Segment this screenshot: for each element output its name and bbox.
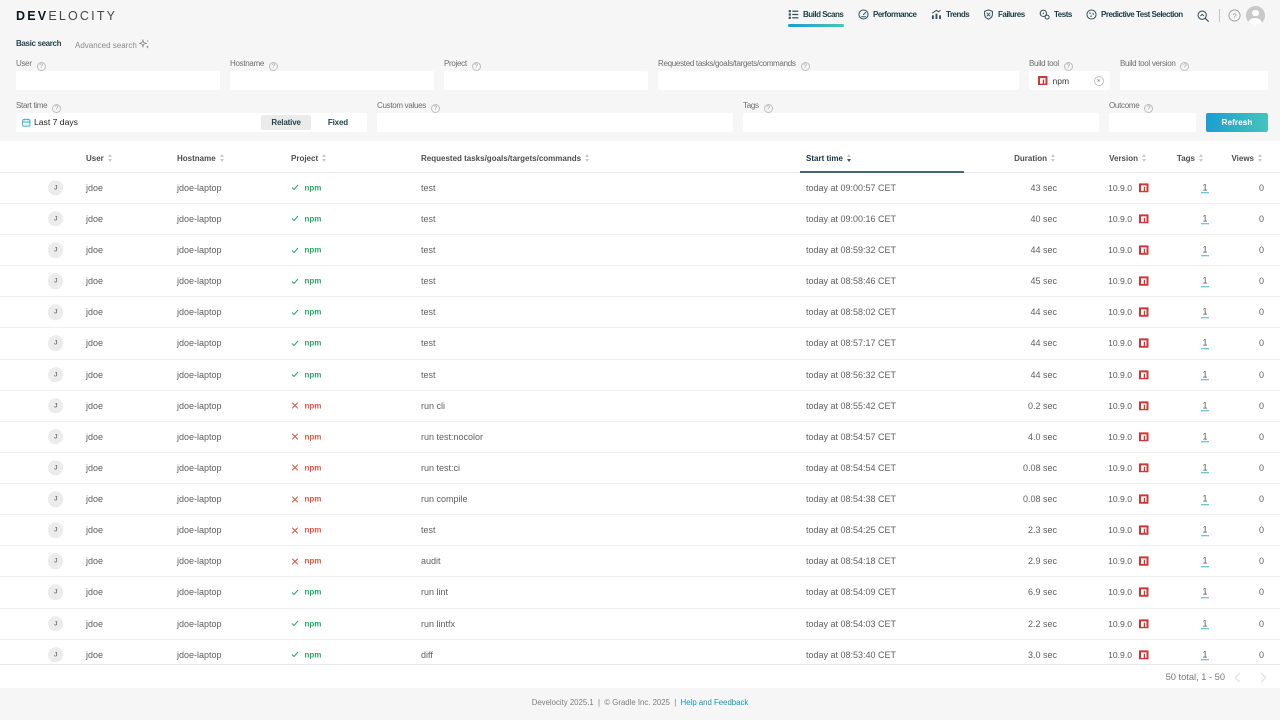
svg-text:?: ? xyxy=(1232,11,1236,20)
